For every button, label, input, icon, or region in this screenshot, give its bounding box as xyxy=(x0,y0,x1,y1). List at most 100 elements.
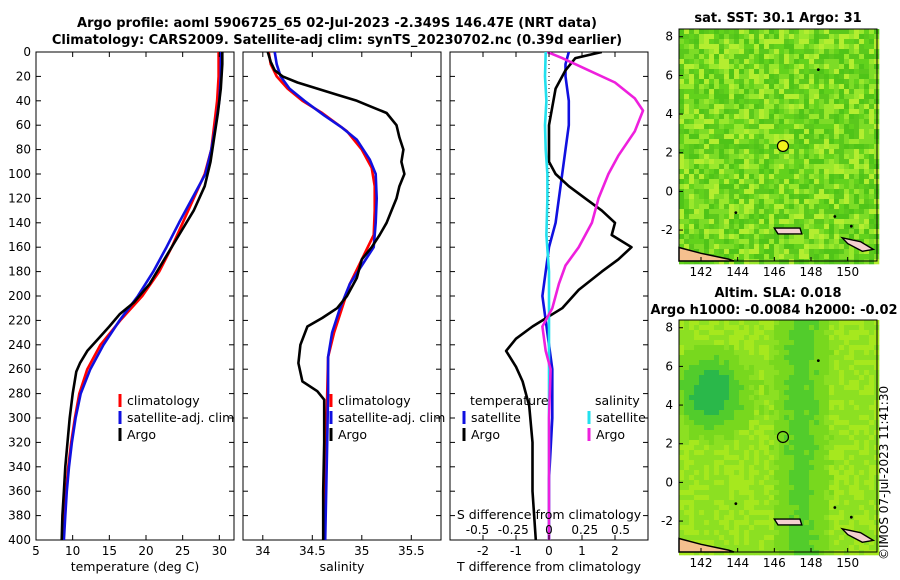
map-cell xyxy=(704,49,710,55)
map-cell xyxy=(784,64,790,70)
map-cell xyxy=(739,44,745,50)
map-cell xyxy=(679,44,685,50)
map-cell xyxy=(714,535,720,541)
map-cell xyxy=(749,380,755,386)
map-cell xyxy=(739,204,745,210)
map-cell xyxy=(684,490,690,496)
map-cell xyxy=(719,119,725,125)
map-cell xyxy=(704,470,710,476)
map-cell xyxy=(739,59,745,65)
map-cell xyxy=(844,425,850,431)
map-cell xyxy=(854,99,860,105)
map-cell xyxy=(834,530,840,536)
map-cell xyxy=(834,154,840,160)
map-cell xyxy=(754,184,760,190)
map-cell xyxy=(779,445,785,451)
map-cell xyxy=(719,184,725,190)
map-cell xyxy=(839,164,845,170)
map-cell xyxy=(724,154,730,160)
map-cell xyxy=(719,239,725,245)
map-cell xyxy=(774,239,780,245)
map-cell xyxy=(774,54,780,60)
map-cell xyxy=(849,375,855,381)
map-cell xyxy=(719,340,725,346)
map-cell xyxy=(719,149,725,155)
map-cell xyxy=(679,154,685,160)
map-cell xyxy=(839,244,845,250)
map-cell xyxy=(849,485,855,491)
map-cell xyxy=(814,29,820,35)
map-cell xyxy=(729,435,735,441)
map-cell xyxy=(779,325,785,331)
map-cell xyxy=(729,410,735,416)
map-cell xyxy=(689,49,695,55)
map-cell xyxy=(769,259,775,265)
map-cell xyxy=(754,124,760,130)
map-cell xyxy=(774,164,780,170)
map-cell xyxy=(729,515,735,521)
map-cell xyxy=(789,380,795,386)
map-cell xyxy=(834,234,840,240)
map-cell xyxy=(699,209,705,215)
map-cell xyxy=(809,365,815,371)
map-cell xyxy=(679,365,685,371)
map-cell xyxy=(724,229,730,235)
map-cell xyxy=(809,119,815,125)
map-cell xyxy=(744,320,750,326)
map-cell xyxy=(704,224,710,230)
map-cell xyxy=(744,480,750,486)
map-cell xyxy=(714,370,720,376)
map-cell xyxy=(709,500,715,506)
map-cell xyxy=(709,119,715,125)
map-cell xyxy=(834,54,840,60)
map-cell xyxy=(734,540,740,546)
map-cell xyxy=(764,380,770,386)
map-cell xyxy=(814,455,820,461)
map-cell xyxy=(679,415,685,421)
map-cell xyxy=(734,535,740,541)
map-cell xyxy=(864,34,870,40)
map-cell xyxy=(769,535,775,541)
map-cell xyxy=(819,159,825,165)
map-cell xyxy=(849,435,855,441)
map-cell xyxy=(824,104,830,110)
map-cell xyxy=(819,249,825,255)
map-cell xyxy=(749,440,755,446)
map-cell xyxy=(784,540,790,546)
map-cell xyxy=(684,189,690,195)
map-cell xyxy=(834,99,840,105)
map-cell xyxy=(729,365,735,371)
map-cell xyxy=(819,330,825,336)
map-cell xyxy=(859,74,865,80)
title-line2: Climatology: CARS2009. Satellite-adj cli… xyxy=(52,33,622,48)
map-cell xyxy=(704,184,710,190)
map-cell xyxy=(754,535,760,541)
map-cell xyxy=(829,415,835,421)
map-cell xyxy=(779,104,785,110)
map-cell xyxy=(694,89,700,95)
map-cell xyxy=(814,480,820,486)
map-cell xyxy=(719,199,725,205)
map-cell xyxy=(844,490,850,496)
map-cell xyxy=(819,39,825,45)
map-cell xyxy=(864,335,870,341)
map-cell xyxy=(854,74,860,80)
map-cell xyxy=(709,129,715,135)
map-cell xyxy=(869,510,875,516)
map-cell xyxy=(859,144,865,150)
map-cell xyxy=(759,325,765,331)
map-cell xyxy=(849,209,855,215)
map-cell xyxy=(809,465,815,471)
map-cell xyxy=(869,490,875,496)
map-cell xyxy=(829,174,835,180)
map-cell xyxy=(729,400,735,406)
map-cell xyxy=(779,244,785,250)
map-cell xyxy=(689,149,695,155)
map-cell xyxy=(849,460,855,466)
map-cell xyxy=(779,370,785,376)
map-cell xyxy=(679,159,685,165)
map-cell xyxy=(694,174,700,180)
map-cell xyxy=(854,490,860,496)
sla-map-title-2: Argo h1000: -0.0084 h2000: -0.02 xyxy=(650,303,897,318)
map-cell xyxy=(699,59,705,65)
